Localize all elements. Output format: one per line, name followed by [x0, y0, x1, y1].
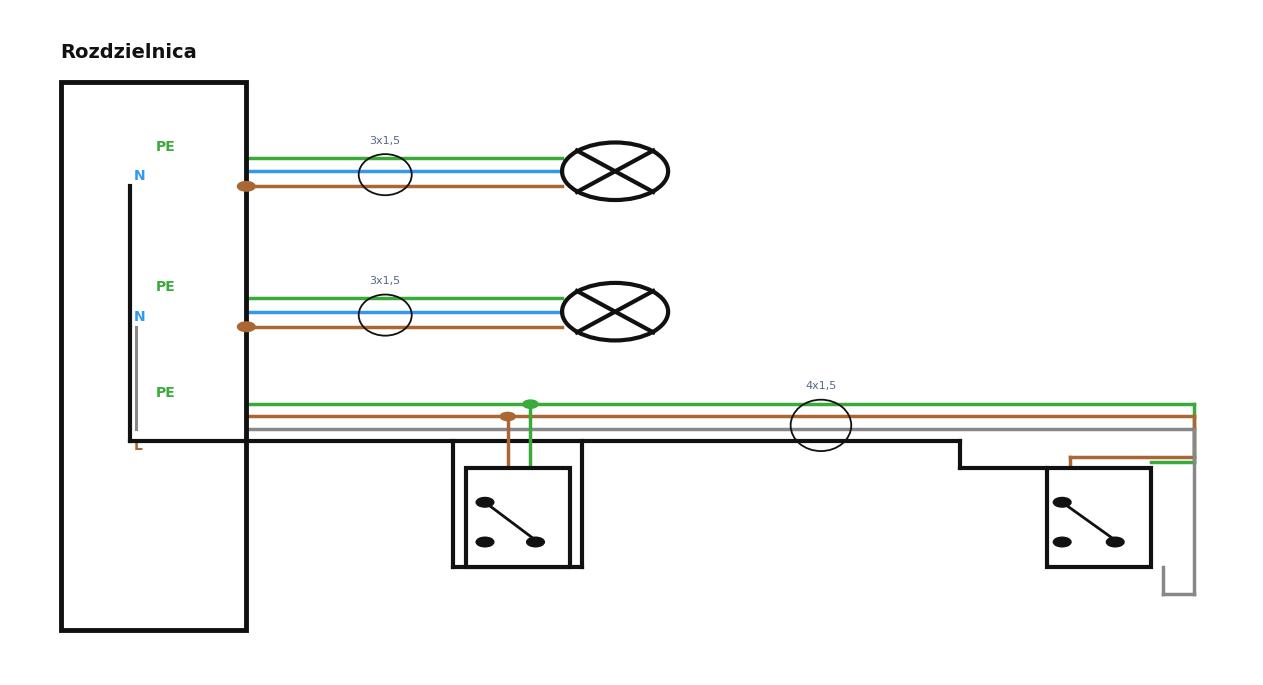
Circle shape: [237, 322, 255, 332]
Circle shape: [1053, 537, 1071, 547]
Text: Rozdzielnica: Rozdzielnica: [61, 42, 197, 62]
Text: PE: PE: [155, 140, 176, 153]
Text: PE: PE: [155, 386, 176, 400]
Circle shape: [476, 497, 494, 507]
Text: 3x1,5: 3x1,5: [370, 276, 400, 286]
Text: 4x1,5: 4x1,5: [806, 381, 836, 391]
Bar: [1047, 467, 1151, 567]
Circle shape: [1053, 497, 1071, 507]
Text: PE: PE: [155, 280, 176, 294]
Circle shape: [237, 182, 255, 191]
Circle shape: [500, 412, 515, 421]
Bar: [61, 82, 246, 630]
Text: N: N: [134, 310, 145, 323]
Text: 3x1,5: 3x1,5: [370, 136, 400, 146]
Text: L: L: [134, 439, 143, 453]
Circle shape: [527, 537, 544, 547]
Circle shape: [1106, 537, 1124, 547]
Bar: [466, 467, 570, 567]
Circle shape: [523, 400, 538, 408]
Circle shape: [476, 537, 494, 547]
Text: N: N: [134, 169, 145, 183]
